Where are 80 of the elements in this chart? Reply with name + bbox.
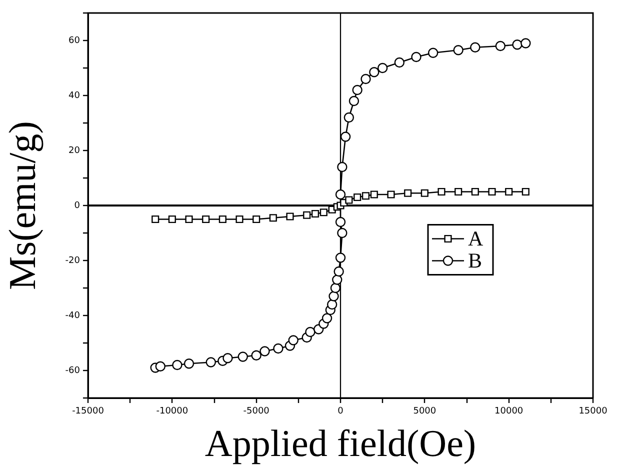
point xyxy=(184,358,194,369)
y-tick-label: 20 xyxy=(68,146,80,156)
legend-label: B xyxy=(468,248,482,272)
point xyxy=(453,45,464,56)
point xyxy=(286,212,294,220)
point xyxy=(269,214,277,222)
point xyxy=(332,274,342,285)
point xyxy=(305,326,316,338)
point xyxy=(354,193,362,202)
y-tick-label: -60 xyxy=(65,366,80,376)
point xyxy=(152,215,160,224)
point xyxy=(155,361,166,372)
x-tick-label: 5000 xyxy=(413,406,436,417)
point xyxy=(348,96,360,106)
point xyxy=(520,38,531,48)
y-axis-title: Ms(emu/g) xyxy=(2,121,44,290)
point xyxy=(337,228,348,238)
point xyxy=(370,190,378,198)
x-axis-title: Applied field(Oe) xyxy=(204,423,476,466)
point xyxy=(335,189,346,200)
point xyxy=(251,350,262,360)
point xyxy=(454,188,462,196)
point xyxy=(420,189,428,197)
x-tick-label: -5000 xyxy=(243,406,270,417)
y-tick-label: 40 xyxy=(68,90,80,101)
point xyxy=(404,189,412,197)
x-tick-label: -15000 xyxy=(72,406,104,417)
point xyxy=(202,215,210,224)
point xyxy=(335,216,346,228)
point xyxy=(273,343,284,354)
point xyxy=(344,112,354,123)
point xyxy=(330,282,341,294)
point xyxy=(495,40,506,52)
point xyxy=(470,42,480,52)
x-tick-label: 15000 xyxy=(578,406,608,417)
point xyxy=(369,67,380,78)
point xyxy=(185,215,193,224)
point xyxy=(360,74,371,84)
point xyxy=(522,188,530,196)
point xyxy=(328,291,339,302)
point xyxy=(471,188,479,196)
point xyxy=(288,335,298,346)
point xyxy=(345,196,353,204)
y-tick-label: -20 xyxy=(65,256,80,266)
point xyxy=(505,188,513,196)
point xyxy=(512,40,522,50)
point xyxy=(322,313,332,324)
point xyxy=(172,360,182,370)
legend-label: A xyxy=(468,226,484,250)
point xyxy=(340,132,351,142)
y-tick-label: -40 xyxy=(65,310,80,321)
point xyxy=(377,62,388,74)
point xyxy=(438,188,446,196)
point xyxy=(352,84,362,96)
point xyxy=(206,357,216,368)
point xyxy=(337,162,348,172)
point xyxy=(488,188,496,196)
x-tick-label: -10000 xyxy=(156,406,188,417)
point xyxy=(334,266,344,277)
point xyxy=(394,57,405,68)
point xyxy=(236,215,244,224)
point xyxy=(260,346,270,356)
x-tick-label: 0 xyxy=(338,406,344,417)
point xyxy=(218,215,226,224)
y-tick-label: 60 xyxy=(68,36,80,46)
x-tick-label: 10000 xyxy=(494,406,524,417)
point xyxy=(320,208,328,216)
point xyxy=(238,352,248,362)
point xyxy=(252,215,260,224)
point xyxy=(326,299,338,310)
point xyxy=(335,252,346,263)
point xyxy=(168,215,176,224)
point xyxy=(411,52,422,62)
point xyxy=(428,48,438,58)
point xyxy=(362,192,370,200)
point xyxy=(387,190,395,198)
point xyxy=(303,211,311,219)
y-tick-label: 0 xyxy=(74,200,80,211)
point xyxy=(311,210,320,218)
point xyxy=(222,353,233,364)
